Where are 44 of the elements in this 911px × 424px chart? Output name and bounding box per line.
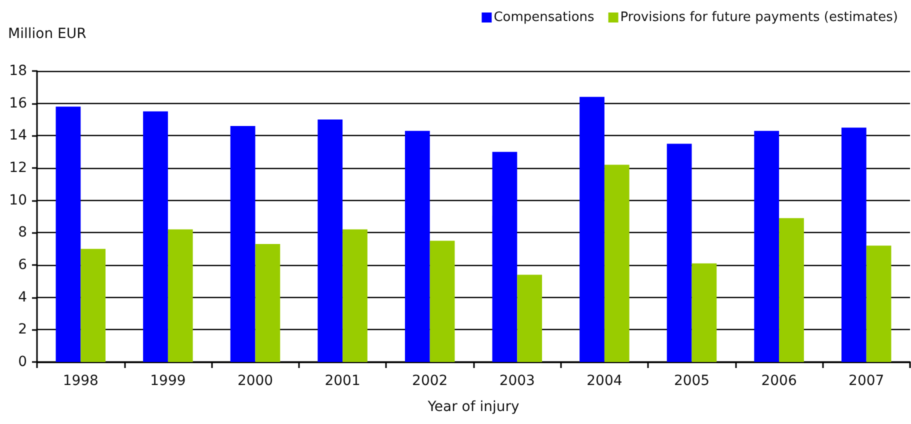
- bar: [318, 120, 343, 362]
- bar: [168, 229, 193, 362]
- bar: [666, 144, 692, 362]
- x-tick-label: 2004: [586, 373, 622, 389]
- x-tick-label: 2002: [412, 373, 448, 389]
- x-tick-label: 2000: [237, 373, 274, 389]
- x-tick-label: 2007: [848, 373, 884, 389]
- y-tick-label: 6: [18, 257, 28, 273]
- x-tick-label: 2003: [499, 373, 535, 389]
- x-tick-label: 2006: [761, 373, 797, 389]
- bar: [866, 246, 892, 362]
- bar: [80, 248, 106, 362]
- bar: [404, 130, 430, 362]
- y-tick-label: 18: [9, 63, 27, 79]
- bar: [492, 152, 518, 362]
- y-tick-label: 16: [9, 95, 28, 112]
- bar: [779, 218, 804, 362]
- legend-label: Provisions for future payments (estimates): [620, 10, 898, 25]
- y-tick-label: 12: [9, 160, 27, 176]
- x-tick-label: 2001: [324, 373, 360, 389]
- bar: [580, 96, 604, 362]
- bar: [342, 229, 368, 362]
- bar: [255, 244, 280, 362]
- x-tick-label: 2005: [674, 373, 710, 389]
- y-axis-title: Million EUR: [8, 26, 87, 42]
- bar: [517, 274, 542, 362]
- x-axis-title: Year of injury: [426, 399, 520, 415]
- y-tick-label: 0: [18, 354, 27, 370]
- bar: [430, 240, 455, 362]
- x-tick-label: 1999: [150, 373, 186, 389]
- y-tick-label: 4: [18, 289, 28, 306]
- bar: [754, 130, 780, 362]
- bar: [56, 106, 81, 362]
- y-tick-label: 2: [18, 322, 27, 338]
- y-tick-label: 8: [18, 224, 27, 241]
- bar: [841, 128, 866, 362]
- legend-label: Compensations: [494, 10, 595, 25]
- bar: [143, 111, 168, 362]
- y-tick-label: 14: [9, 128, 28, 144]
- bar: [692, 263, 717, 362]
- bar: [604, 164, 630, 362]
- y-tick-label: 10: [9, 192, 27, 208]
- bar: [230, 126, 256, 362]
- x-tick-label: 1998: [62, 373, 98, 389]
